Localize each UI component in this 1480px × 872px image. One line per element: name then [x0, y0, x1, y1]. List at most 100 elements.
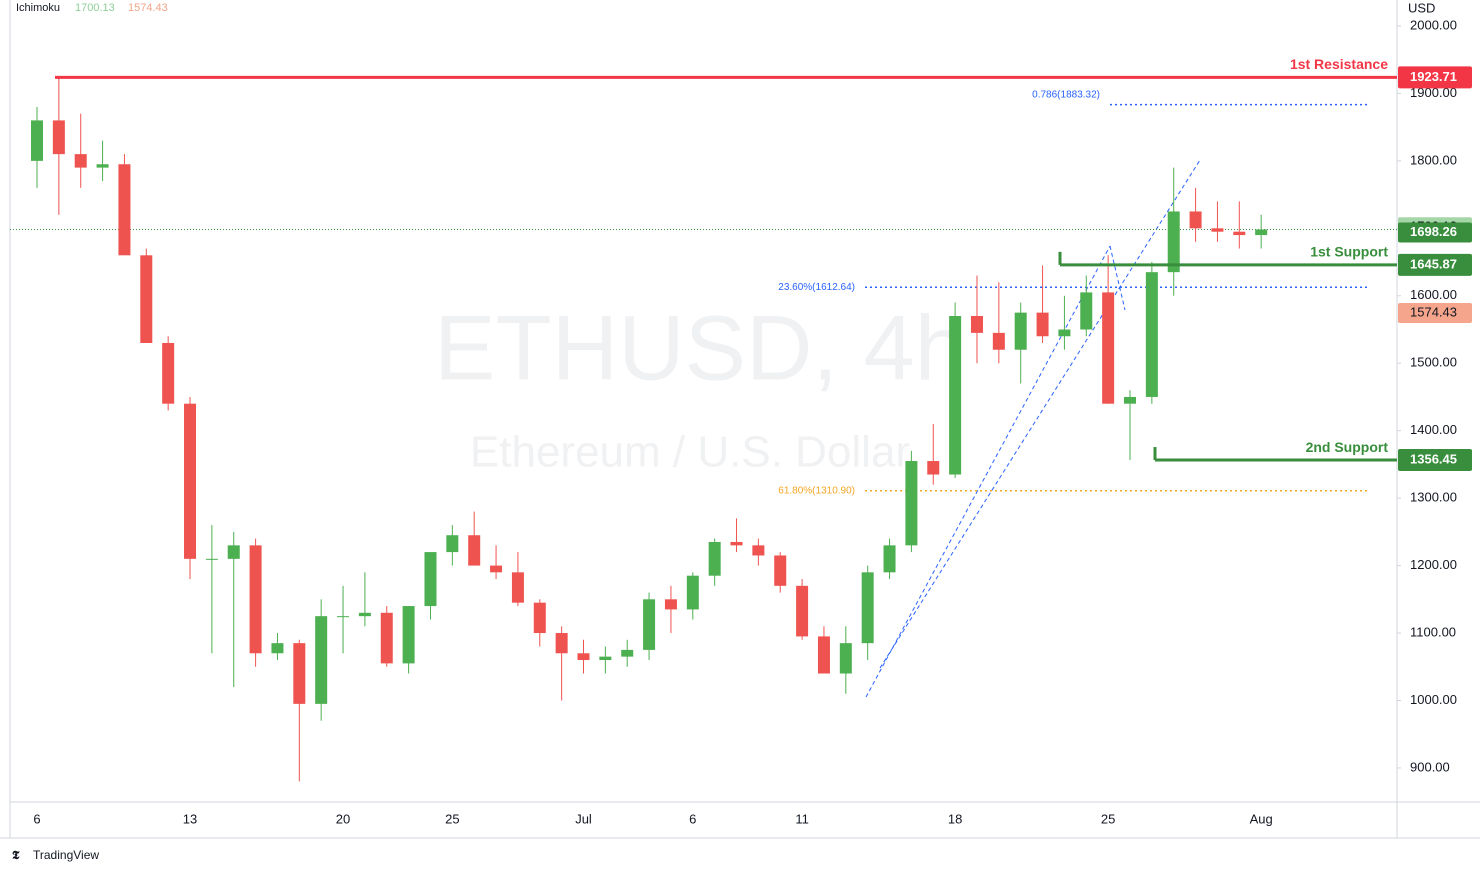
candle-body — [402, 606, 415, 664]
candle-body — [1145, 272, 1158, 397]
y-tick-label: 1600.00 — [1410, 287, 1457, 302]
logo: 𝕿 — [12, 848, 20, 862]
candle-body — [664, 599, 677, 610]
y-tick-label: 1300.00 — [1410, 490, 1457, 505]
candle-body — [446, 535, 459, 553]
candle-body — [577, 653, 590, 661]
candle-body — [774, 555, 787, 586]
level-tag — [1398, 66, 1472, 89]
candle-body — [686, 575, 699, 610]
candle-body — [249, 545, 262, 654]
candle-body — [708, 541, 721, 576]
channel-line — [879, 159, 1201, 669]
candle-body — [796, 585, 809, 637]
level-name: 1st Support — [1310, 244, 1388, 260]
x-tick-label: 25 — [1101, 811, 1115, 826]
candle-body — [1102, 292, 1115, 404]
indicator-name: Ichimoku — [16, 2, 60, 14]
y-tick-label: 900.00 — [1410, 759, 1450, 774]
candle-body — [949, 316, 962, 475]
candle-body — [1014, 312, 1027, 350]
candle-body — [817, 636, 830, 674]
indicator-value: 1700.13 — [75, 2, 115, 14]
price-tag-label: 1574.43 — [1410, 304, 1457, 319]
channel-line — [865, 245, 1111, 698]
candle-body — [227, 545, 240, 559]
x-tick-label: 6 — [689, 811, 696, 826]
y-tick-label: 1500.00 — [1410, 355, 1457, 370]
y-tick-label: 1200.00 — [1410, 557, 1457, 572]
y-tick-label: 1400.00 — [1410, 422, 1457, 437]
x-tick-label: Jul — [575, 811, 592, 826]
candle-body — [839, 643, 852, 674]
brand: TradingView — [33, 848, 99, 862]
candle-body — [927, 461, 940, 475]
candle-body — [861, 572, 874, 644]
candle-body — [315, 616, 328, 704]
candle-body — [970, 316, 983, 333]
candle-body — [1167, 211, 1180, 273]
level-tag-label: 1923.71 — [1410, 69, 1457, 84]
watermark-subtitle: Ethereum / U.S. Dollar — [470, 428, 910, 477]
candle-body — [1058, 329, 1071, 337]
y-tick-label: 1000.00 — [1410, 692, 1457, 707]
candle-body — [992, 332, 1005, 350]
candle-body — [905, 461, 918, 546]
candle-body — [1255, 229, 1268, 236]
candle-body — [184, 403, 197, 559]
fib-label: 23.60%(1612.64) — [778, 282, 855, 293]
candle-body — [533, 602, 546, 634]
channel-line — [1109, 245, 1126, 311]
candle-body — [511, 572, 524, 603]
candle-body — [205, 558, 218, 560]
candle-body — [1124, 396, 1136, 404]
y-tick-label: 1100.00 — [1410, 624, 1456, 639]
level-tag-label: 1356.45 — [1410, 451, 1457, 466]
x-tick-label: 11 — [795, 811, 809, 826]
candle-body — [337, 616, 350, 618]
price-tag-label: 1698.26 — [1410, 224, 1457, 239]
candle-body — [1080, 292, 1093, 330]
candle-body — [271, 643, 284, 654]
price-tag — [1398, 222, 1472, 243]
candle-body — [555, 633, 568, 654]
level-name: 2nd Support — [1306, 439, 1389, 455]
candle-body — [752, 545, 765, 556]
level-tag — [1398, 253, 1472, 276]
x-tick-label: 20 — [336, 811, 350, 826]
candle-body — [643, 599, 656, 650]
level-tag-label: 1645.87 — [1410, 256, 1457, 271]
candle-body — [1233, 231, 1246, 236]
x-tick-label: 6 — [33, 811, 40, 826]
candle-body — [490, 565, 503, 573]
candle-body — [1189, 211, 1202, 229]
watermark-title: ETHUSD, 4h — [434, 297, 966, 399]
candle-body — [31, 120, 43, 161]
y-tick-label: 2000.00 — [1410, 17, 1457, 32]
candle-body — [883, 545, 896, 573]
candle-body — [468, 535, 481, 566]
level-name: 1st Resistance — [1290, 56, 1388, 72]
candle-body — [96, 164, 109, 168]
candle-body — [730, 541, 743, 546]
candle-body — [140, 255, 153, 343]
currency: USD — [1408, 0, 1435, 15]
fib-label: 0.786(1883.32) — [1032, 89, 1100, 100]
candle-body — [1211, 228, 1224, 232]
candle-body — [293, 643, 306, 704]
x-tick-label: 25 — [445, 811, 459, 826]
candle-body — [599, 656, 612, 661]
candle-body — [424, 552, 437, 607]
y-tick-label: 1900.00 — [1410, 85, 1457, 100]
level-tag — [1398, 449, 1472, 472]
candle-body — [1036, 312, 1049, 337]
candle-body — [162, 342, 175, 404]
candle-body — [621, 649, 634, 657]
candle-body — [52, 120, 65, 155]
x-tick-label: 13 — [183, 811, 197, 826]
indicator-value: 1574.43 — [128, 2, 168, 14]
candle-body — [380, 612, 393, 664]
candle-body — [358, 612, 371, 617]
